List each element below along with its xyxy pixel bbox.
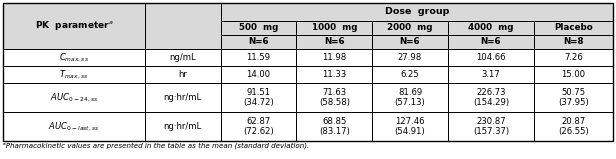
Bar — [221, 83, 296, 112]
Text: 3.17: 3.17 — [482, 70, 500, 79]
Bar — [448, 49, 534, 66]
Bar — [448, 83, 534, 112]
Bar — [296, 35, 372, 49]
Bar — [221, 35, 296, 49]
Bar — [145, 66, 221, 83]
Bar — [372, 66, 448, 83]
Text: 11.98: 11.98 — [322, 53, 346, 62]
Bar — [534, 83, 613, 112]
Bar — [221, 112, 296, 141]
Text: 2000  mg: 2000 mg — [387, 24, 433, 32]
Bar — [296, 49, 372, 66]
Bar — [145, 49, 221, 66]
Bar — [372, 49, 448, 66]
Bar — [372, 21, 448, 35]
Bar — [372, 35, 448, 49]
Text: N=6: N=6 — [480, 38, 501, 46]
Text: 27.98: 27.98 — [398, 53, 422, 62]
Text: 500  mg: 500 mg — [239, 24, 278, 32]
Bar — [296, 21, 372, 35]
Bar — [296, 83, 372, 112]
Bar — [221, 3, 613, 21]
Bar — [3, 3, 145, 49]
Text: 7.26: 7.26 — [564, 53, 583, 62]
Text: $AUC_{0-last,ss}$: $AUC_{0-last,ss}$ — [48, 120, 100, 133]
Text: ng·hr/mL: ng·hr/mL — [164, 93, 202, 102]
Bar — [448, 112, 534, 141]
Bar — [534, 66, 613, 83]
Bar — [534, 21, 613, 35]
Bar — [221, 49, 296, 66]
Bar — [145, 112, 221, 141]
Bar — [3, 3, 613, 141]
Text: ᵃPharmacokinetic values are presented in the table as the mean (standard deviati: ᵃPharmacokinetic values are presented in… — [3, 142, 309, 149]
Text: ng/mL: ng/mL — [169, 53, 197, 62]
Text: 6.25: 6.25 — [400, 70, 419, 79]
Bar — [221, 21, 296, 35]
Bar — [145, 3, 221, 49]
Text: 104.66: 104.66 — [476, 53, 506, 62]
Text: 62.87
(72.62): 62.87 (72.62) — [243, 117, 274, 136]
Text: N=8: N=8 — [563, 38, 584, 46]
Text: Dose  group: Dose group — [384, 7, 449, 17]
Text: 71.63
(58.58): 71.63 (58.58) — [319, 88, 350, 107]
Text: N=6: N=6 — [248, 38, 269, 46]
Bar — [3, 112, 145, 141]
Text: Placebo: Placebo — [554, 24, 593, 32]
Text: 91.51
(34.72): 91.51 (34.72) — [243, 88, 274, 107]
Bar — [296, 66, 372, 83]
Bar — [448, 21, 534, 35]
Bar — [3, 83, 145, 112]
Text: 230.87
(157.37): 230.87 (157.37) — [473, 117, 509, 136]
Bar — [3, 49, 145, 66]
Bar — [534, 49, 613, 66]
Text: 14.00: 14.00 — [246, 70, 270, 79]
Text: 81.69
(57.13): 81.69 (57.13) — [395, 88, 426, 107]
Text: ng·hr/mL: ng·hr/mL — [164, 122, 202, 131]
Bar — [534, 112, 613, 141]
Text: hr: hr — [179, 70, 187, 79]
Text: N=6: N=6 — [400, 38, 420, 46]
Text: 4000  mg: 4000 mg — [468, 24, 514, 32]
Text: 226.73
(154.29): 226.73 (154.29) — [473, 88, 509, 107]
Text: 15.00: 15.00 — [562, 70, 586, 79]
Text: 50.75
(37.95): 50.75 (37.95) — [558, 88, 589, 107]
Text: 1000  mg: 1000 mg — [312, 24, 357, 32]
Text: 20.87
(26.55): 20.87 (26.55) — [558, 117, 589, 136]
Bar — [448, 66, 534, 83]
Bar — [296, 112, 372, 141]
Text: $AUC_{0-24,ss}$: $AUC_{0-24,ss}$ — [50, 91, 98, 104]
Bar — [534, 35, 613, 49]
Text: 68.85
(83.17): 68.85 (83.17) — [319, 117, 350, 136]
Bar — [372, 112, 448, 141]
Text: 127.46
(54.91): 127.46 (54.91) — [395, 117, 426, 136]
Bar — [372, 83, 448, 112]
Bar — [145, 83, 221, 112]
Bar — [221, 66, 296, 83]
Text: 11.59: 11.59 — [246, 53, 270, 62]
Text: PK  parameter$^a$: PK parameter$^a$ — [34, 20, 113, 32]
Text: N=6: N=6 — [324, 38, 344, 46]
Text: 11.33: 11.33 — [322, 70, 346, 79]
Bar — [3, 66, 145, 83]
Text: $T_{max,ss}$: $T_{max,ss}$ — [59, 68, 89, 81]
Bar — [448, 35, 534, 49]
Text: $C_{max,ss}$: $C_{max,ss}$ — [59, 51, 89, 64]
